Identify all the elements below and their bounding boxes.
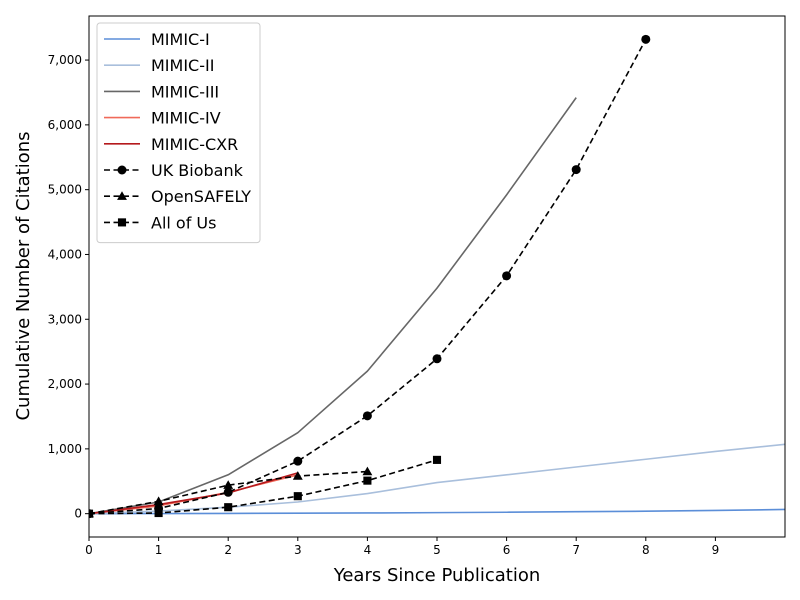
legend-label-opensafely: OpenSAFELY xyxy=(151,187,251,206)
series-mimic-cxr xyxy=(89,472,299,515)
y-tick-label: 1,000 xyxy=(48,442,82,456)
series-line-mimic-i xyxy=(89,508,785,515)
legend: MIMIC-I MIMIC-II MIMIC-III MIMIC-IV MIMIC-CX… xyxy=(96,22,261,244)
x-tick-label: 8 xyxy=(642,543,650,557)
data-point-opensafely xyxy=(223,480,234,489)
x-tick-label: 4 xyxy=(364,543,372,557)
data-point-uk-biobank xyxy=(502,271,512,281)
legend-label-all-of-us: All of Us xyxy=(151,213,216,232)
data-point-all-of-us xyxy=(293,492,302,501)
series-mimic-iii xyxy=(89,97,577,515)
data-point-all-of-us xyxy=(224,503,233,512)
legend-item-uk-biobank: UK Biobank xyxy=(104,161,244,180)
legend-label-mimic-cxr: MIMIC-CXR xyxy=(151,135,238,154)
legend-label-mimic-ii: MIMIC-II xyxy=(151,56,214,75)
x-tick-label: 1 xyxy=(155,543,163,557)
x-tick-label: 9 xyxy=(712,543,720,557)
legend-marker-uk-biobank xyxy=(117,165,127,175)
series-line-all-of-us xyxy=(89,459,438,515)
x-axis-label: Years Since Publication xyxy=(333,565,541,586)
axes: 0 1 2 3 4 5 6 7 8 9 0 1,000 2,000 3,000 4,000 5,000 6,00… xyxy=(48,15,786,557)
y-tick-label: 7,000 xyxy=(48,53,82,67)
legend-item-mimic-cxr: MIMIC-CXR xyxy=(104,135,238,154)
legend-item-all-of-us: All of Us xyxy=(104,213,216,232)
y-tick-label: 2,000 xyxy=(48,377,82,391)
series-mimic-i xyxy=(89,508,785,515)
legend-item-mimic-i: MIMIC-I xyxy=(104,30,210,49)
legend-item-mimic-iii: MIMIC-III xyxy=(104,82,219,101)
legend-label-mimic-iii: MIMIC-III xyxy=(151,82,219,101)
legend-item-opensafely: OpenSAFELY xyxy=(104,187,251,206)
data-point-uk-biobank xyxy=(571,165,581,175)
data-point-uk-biobank xyxy=(432,354,442,364)
x-tick-label: 6 xyxy=(503,543,511,557)
legend-item-mimic-ii: MIMIC-II xyxy=(104,56,214,75)
y-tick-label: 6,000 xyxy=(48,118,82,132)
y-tick-label: 3,000 xyxy=(48,312,82,326)
legend-marker-opensafely xyxy=(117,191,127,200)
data-point-opensafely xyxy=(153,496,164,506)
series-line-mimic-cxr xyxy=(89,472,299,515)
data-point-opensafely xyxy=(292,471,303,480)
series-all-of-us xyxy=(89,455,442,518)
plot-area xyxy=(89,34,785,519)
series-line-uk-biobank xyxy=(89,38,647,515)
x-tick-label: 3 xyxy=(294,543,302,557)
data-point-all-of-us xyxy=(89,509,94,518)
legend-label-uk-biobank: UK Biobank xyxy=(151,161,244,180)
legend-label-mimic-i: MIMIC-I xyxy=(151,30,210,49)
x-tick-label: 0 xyxy=(85,543,93,557)
y-axis-label: Cumulative Number of Citations xyxy=(13,131,34,420)
series-line-mimic-iii xyxy=(89,97,577,515)
data-point-all-of-us xyxy=(154,508,163,518)
legend-marker-all-of-us xyxy=(117,218,127,227)
legend-box xyxy=(96,22,261,244)
x-tick-label: 5 xyxy=(433,543,441,557)
y-tick-label: 0 xyxy=(74,507,82,521)
x-tick-label: 7 xyxy=(572,543,580,557)
legend-item-mimic-iv: MIMIC-IV xyxy=(104,109,221,128)
y-tick-label: 4,000 xyxy=(48,247,82,261)
data-point-uk-biobank xyxy=(223,487,233,497)
data-point-uk-biobank xyxy=(362,411,372,421)
series-opensafely xyxy=(89,466,373,518)
data-point-all-of-us xyxy=(432,455,442,464)
data-point-all-of-us xyxy=(363,476,372,485)
data-point-uk-biobank xyxy=(641,34,651,44)
data-point-uk-biobank xyxy=(293,456,303,466)
y-tick-label: 5,000 xyxy=(48,183,82,197)
legend-label-mimic-iv: MIMIC-IV xyxy=(151,109,221,128)
data-point-opensafely xyxy=(362,466,373,476)
x-tick-label: 2 xyxy=(224,543,232,557)
